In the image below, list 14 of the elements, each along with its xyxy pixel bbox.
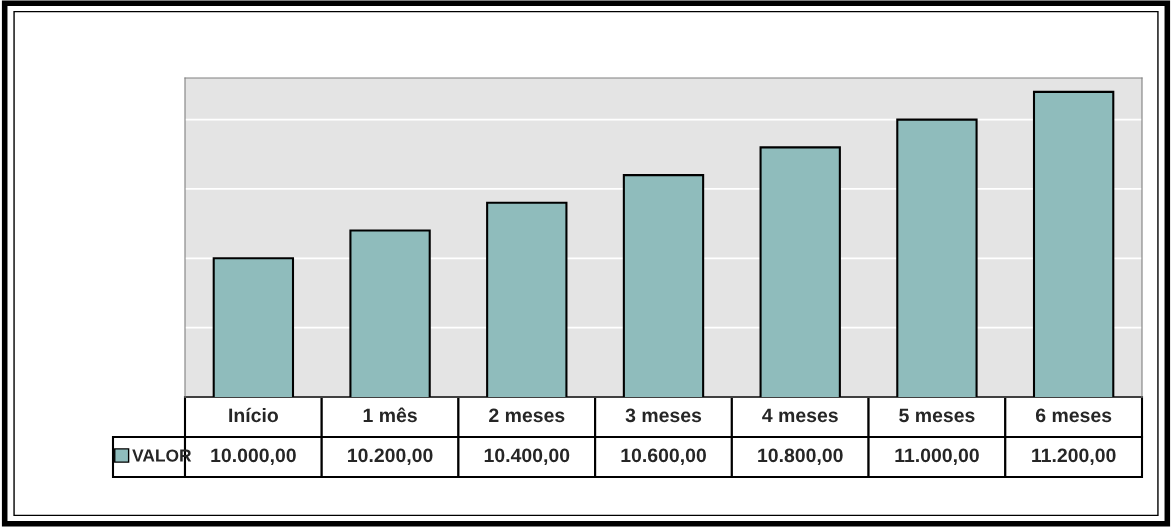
x-tick-label: 5 meses <box>899 408 975 423</box>
x-tick-label: 3 meses <box>625 408 702 423</box>
x-tick-label: 4 meses <box>762 408 838 423</box>
x-tick-label: Início <box>229 407 278 423</box>
data-label: 11.000,00 <box>895 448 979 466</box>
x-tick-label: 1 mês <box>363 407 417 423</box>
data-label: 10.000,00 <box>211 448 296 466</box>
data-label: 11.200,00 <box>1032 448 1116 466</box>
data-label: 10.400,00 <box>484 448 570 466</box>
x-tick-label: 2 meses <box>489 408 565 423</box>
data-label: 10.200,00 <box>348 448 433 466</box>
data-label: 10.600,00 <box>621 448 706 466</box>
x-tick-label: 6 meses <box>1035 408 1112 423</box>
data-label: 10.800,00 <box>758 448 843 466</box>
